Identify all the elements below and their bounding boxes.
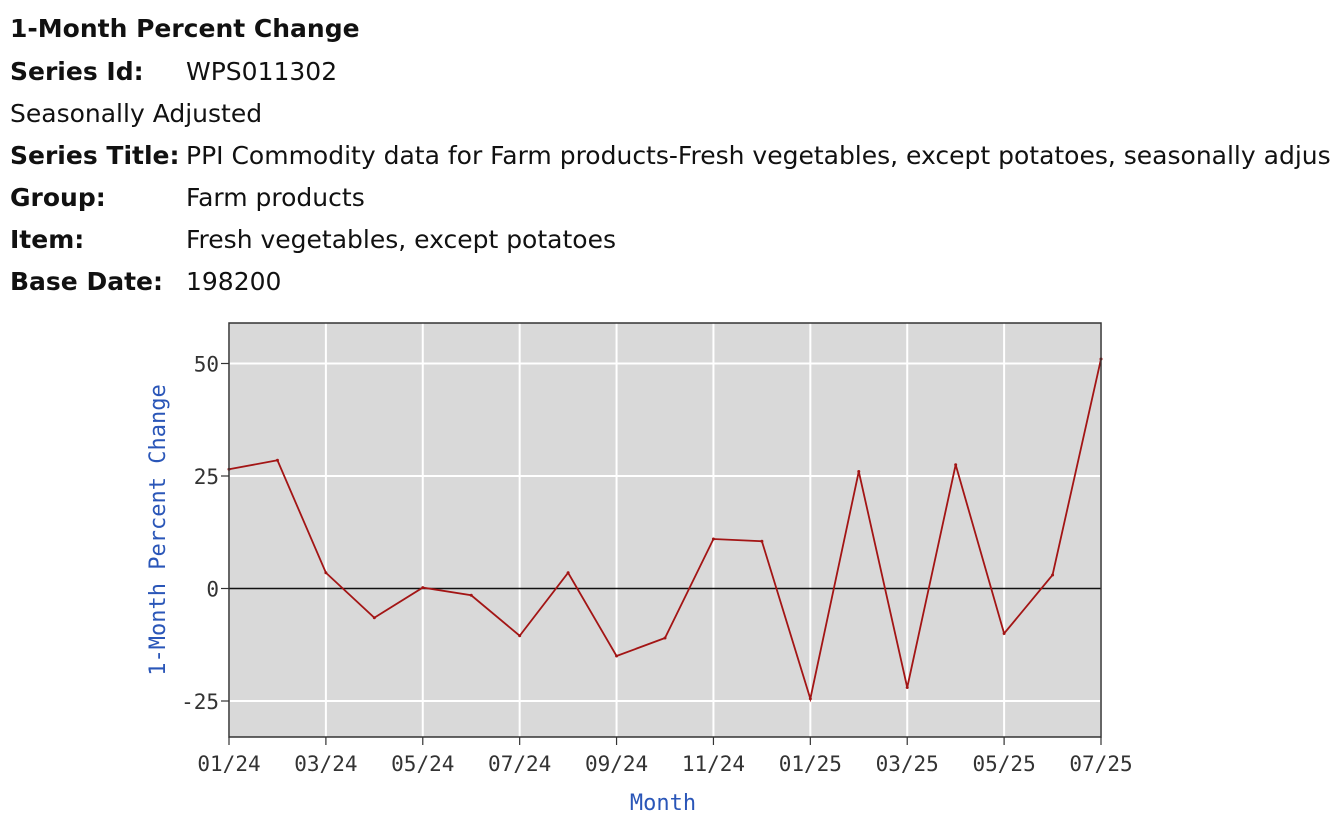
x-axis-title: Month (630, 791, 696, 816)
data-point (1051, 573, 1055, 577)
base-date-value: 198200 (186, 267, 282, 296)
data-point (711, 537, 715, 541)
series-title-value: PPI Commodity data for Farm products-Fre… (186, 141, 1330, 170)
y-tick-label: 50 (194, 353, 219, 377)
series-id-label: Series Id: (10, 57, 144, 86)
seasonal-adjustment-row: Seasonally Adjusted (10, 98, 262, 130)
chart-heading: 1-Month Percent Change (10, 14, 360, 43)
data-point (566, 571, 570, 575)
item-row: Item: Fresh vegetables, except potatoes (10, 224, 616, 256)
item-value: Fresh vegetables, except potatoes (186, 225, 616, 254)
data-point (857, 470, 861, 473)
x-tick-label: 01/24 (197, 752, 260, 776)
data-point (905, 686, 909, 689)
group-row: Group: Farm products (10, 182, 365, 214)
series-id-value: WPS011302 (186, 57, 338, 86)
data-point (663, 636, 667, 640)
plot-area (229, 323, 1101, 737)
item-label: Item: (10, 225, 85, 254)
x-tick-label: 09/24 (585, 752, 648, 776)
group-label: Group: (10, 183, 106, 212)
seasonal-adjustment-value: Seasonally Adjusted (10, 99, 263, 128)
data-point (275, 458, 279, 462)
plot-frame (228, 322, 1102, 738)
data-point (421, 586, 425, 590)
data-point (760, 539, 764, 543)
x-tick-label: 11/24 (682, 752, 745, 776)
series-id-row: Series Id: WPS011302 (10, 56, 337, 88)
base-date-label: Base Date: (10, 267, 163, 296)
x-tick-label: 01/25 (779, 752, 842, 776)
y-tick-label: 25 (194, 465, 219, 489)
data-point (372, 616, 376, 620)
x-tick-label: 03/24 (294, 752, 357, 776)
x-tick-label: 07/24 (488, 752, 551, 776)
data-point (469, 593, 473, 597)
y-axis: 50 25 0 -25 (181, 353, 229, 714)
series-title-label: Series Title: (10, 141, 180, 170)
series-points (227, 357, 1103, 701)
group-value: Farm products (186, 183, 365, 212)
data-point (1002, 632, 1006, 635)
x-tick-label: 07/25 (1069, 752, 1132, 776)
data-point (324, 571, 328, 575)
y-tick-label: 0 (206, 578, 219, 602)
data-point (954, 463, 958, 467)
data-point (518, 634, 522, 638)
series-title-row: Series Title: PPI Commodity data for Farm… (10, 140, 1330, 172)
x-tick-label: 03/25 (876, 752, 939, 776)
y-tick-label: -25 (181, 690, 219, 714)
x-tick-label: 05/24 (391, 752, 454, 776)
data-point (615, 654, 619, 658)
x-axis: 01/24 03/24 05/24 07/24 09/24 11/24 01/25 03/25… (197, 737, 1133, 776)
base-date-row: Base Date: 198200 (10, 266, 281, 298)
y-axis-title: 1-Month Percent Change (146, 384, 171, 675)
x-tick-label: 05/25 (973, 752, 1036, 776)
data-point (808, 697, 812, 701)
